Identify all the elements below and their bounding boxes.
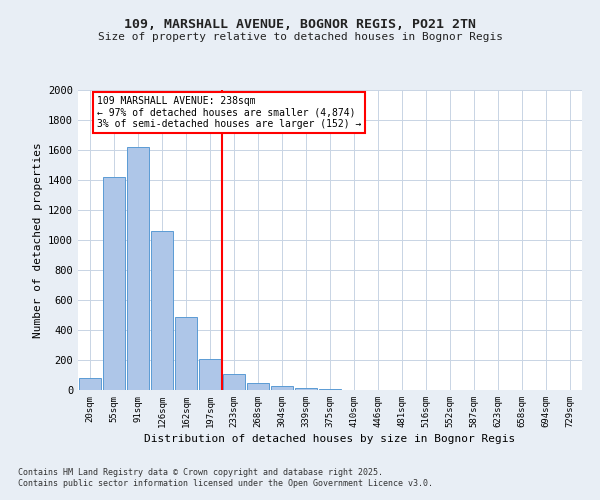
Bar [247, 383, 269, 390]
Bar [103, 177, 125, 390]
Bar [271, 386, 293, 390]
Bar [151, 231, 173, 390]
X-axis label: Distribution of detached houses by size in Bognor Regis: Distribution of detached houses by size … [145, 434, 515, 444]
Y-axis label: Number of detached properties: Number of detached properties [32, 142, 43, 338]
Bar [319, 389, 341, 390]
Bar [199, 359, 221, 390]
Text: Contains HM Land Registry data © Crown copyright and database right 2025.
Contai: Contains HM Land Registry data © Crown c… [18, 468, 433, 487]
Bar [175, 316, 197, 390]
Bar [223, 374, 245, 390]
Text: 109 MARSHALL AVENUE: 238sqm
← 97% of detached houses are smaller (4,874)
3% of s: 109 MARSHALL AVENUE: 238sqm ← 97% of det… [97, 96, 362, 129]
Bar [79, 378, 101, 390]
Text: Size of property relative to detached houses in Bognor Regis: Size of property relative to detached ho… [97, 32, 503, 42]
Bar [127, 147, 149, 390]
Bar [295, 388, 317, 390]
Text: 109, MARSHALL AVENUE, BOGNOR REGIS, PO21 2TN: 109, MARSHALL AVENUE, BOGNOR REGIS, PO21… [124, 18, 476, 30]
